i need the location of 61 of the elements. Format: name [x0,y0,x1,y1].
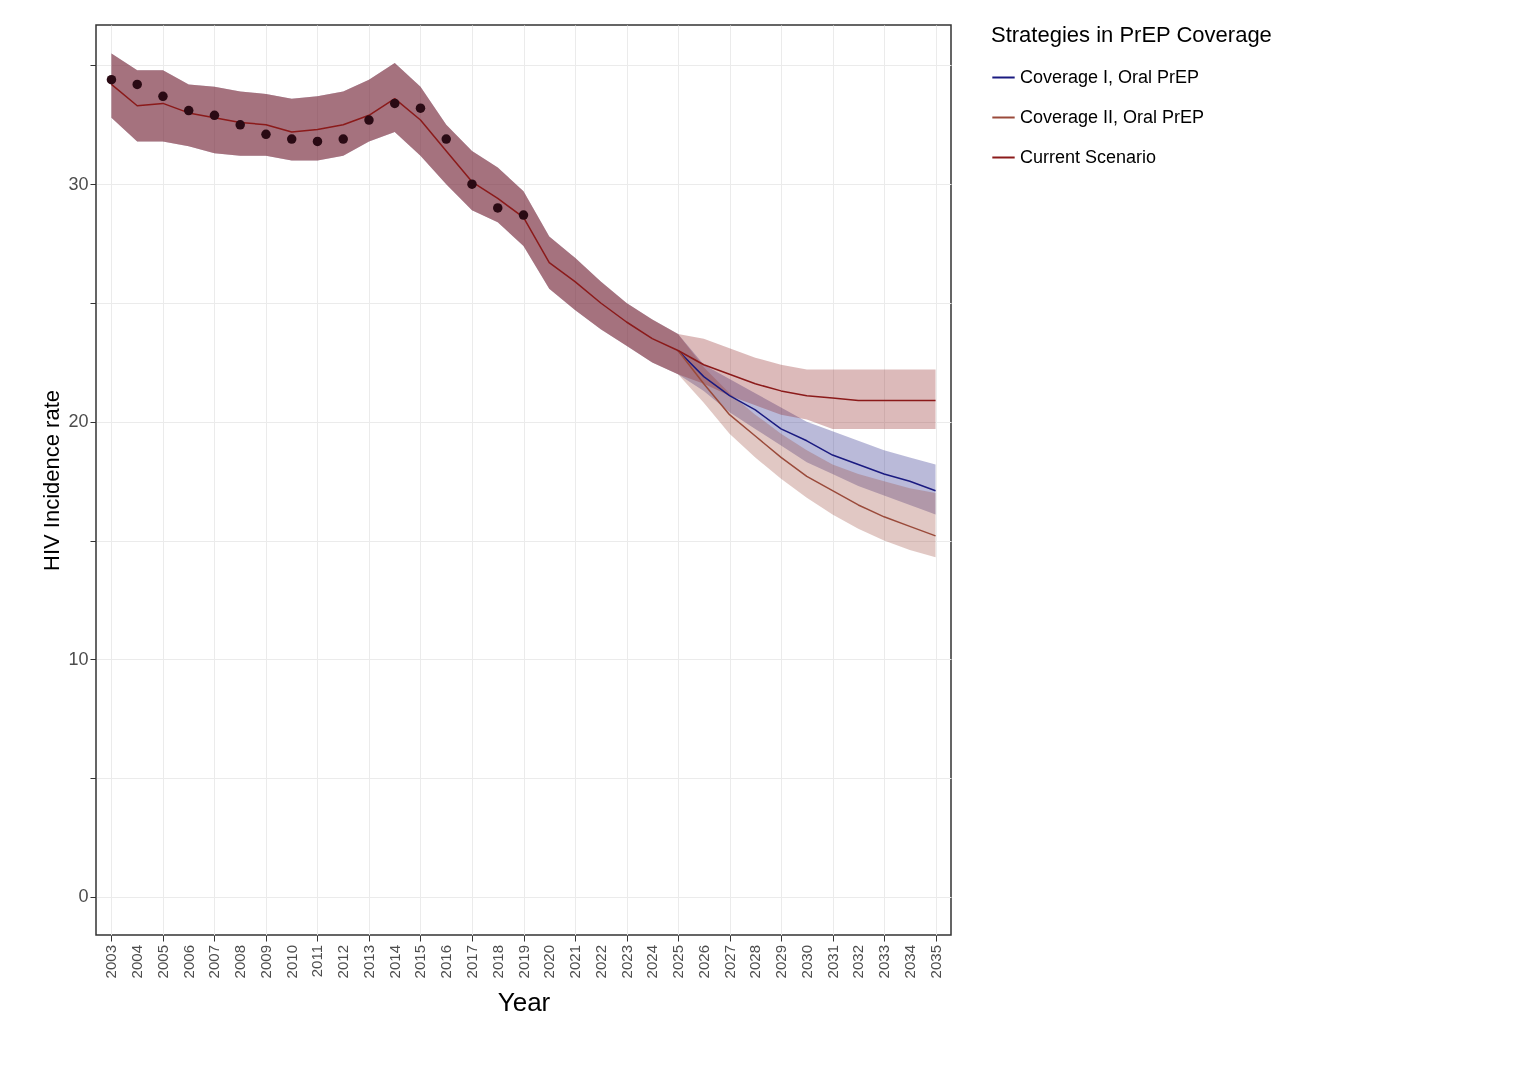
x-tick-label: 2019 [514,945,532,979]
line-series [677,349,937,537]
y-axis-title: HIV Incidence rate [39,390,65,571]
x-tick-label: 2006 [179,945,197,979]
legend-label: Coverage II, Oral PrEP [1020,106,1205,127]
point [389,98,400,109]
x-tick-label: 2015 [411,945,429,979]
x-tick-label: 2004 [128,945,146,979]
x-tick-label: 2024 [643,945,661,979]
point [467,179,477,189]
x-tick-label: 2005 [153,945,171,979]
x-tick-label: 2023 [617,945,635,979]
y-tick-label: 20 [68,411,89,432]
y-tick-label: 30 [68,173,89,194]
x-tick-label: 2025 [669,945,687,979]
x-tick-label: 2031 [823,945,841,979]
point [364,115,374,125]
point [286,134,297,144]
x-tick-label: 2018 [488,945,506,979]
legend-title: Strategies in PrEP Coverage [991,22,1272,47]
x-tick-label: 2026 [694,945,712,979]
x-tick-label: 2030 [797,945,815,979]
x-tick-label: 2020 [540,945,558,979]
x-tick-label: 2017 [462,945,480,979]
x-tick-label: 2011 [308,945,326,978]
point [312,136,323,147]
point [183,105,194,116]
x-tick-label: 2029 [772,945,790,979]
x-tick-label: 2012 [334,945,352,979]
point [441,134,451,144]
x-tick-label: 2010 [282,945,300,979]
point [415,103,426,113]
x-tick-label: 2009 [256,945,274,979]
point [338,134,348,144]
x-tick-label: 2034 [900,945,918,979]
x-tick-label: 2028 [746,945,764,979]
x-tick-label: 2027 [720,945,738,979]
point [158,91,168,102]
x-tick-label: 2016 [437,945,455,979]
point [261,129,271,140]
point [493,203,503,213]
x-tick-label: 2014 [385,945,403,979]
x-tick-label: 2022 [591,945,609,979]
x-axis-title: Year [497,987,551,1017]
x-tick-label: 2003 [102,945,120,979]
legend-label: Current Scenario [1020,146,1157,167]
point [106,74,117,85]
point [518,210,529,220]
x-tick-label: 2033 [875,945,893,979]
x-tick-label: 2021 [566,945,584,979]
x-tick-label: 2008 [231,945,249,979]
point [235,120,245,130]
point [209,110,220,121]
x-tick-label: 2013 [359,945,377,979]
x-tick-label: 2035 [926,945,944,979]
legend-label: Coverage I, Oral PrEP [1020,66,1200,87]
x-tick-label: 2007 [205,945,223,979]
y-tick-label: 0 [78,886,89,907]
y-tick-label: 10 [68,648,89,669]
x-tick-label: 2032 [849,945,867,979]
point [132,79,142,90]
